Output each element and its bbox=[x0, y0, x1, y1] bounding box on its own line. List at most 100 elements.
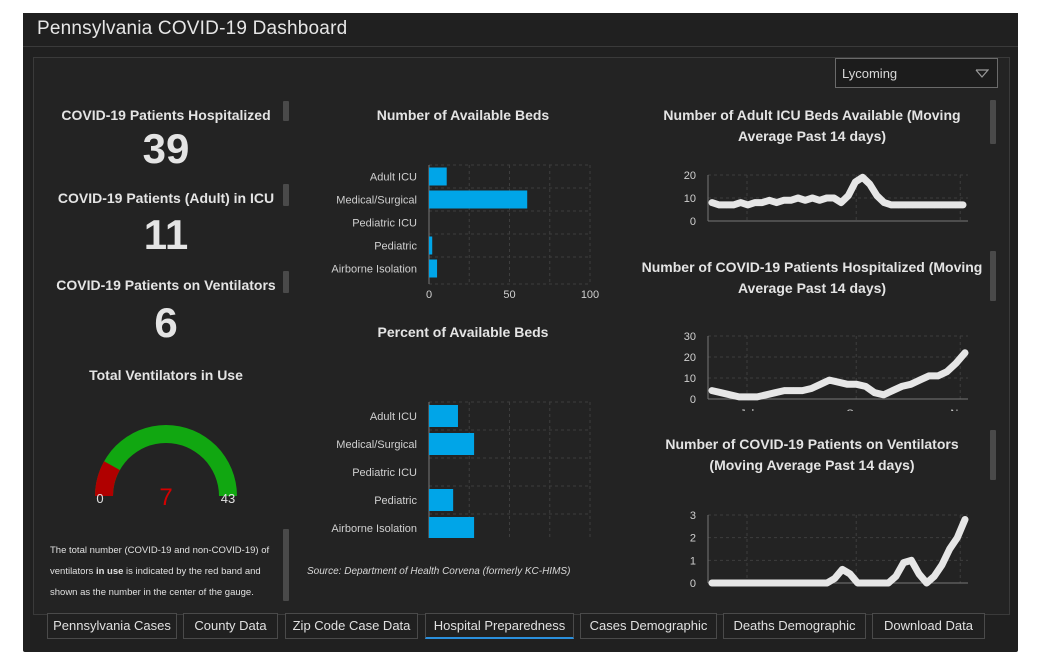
data-point bbox=[830, 194, 838, 202]
stat-ventilators-scrollbar[interactable] bbox=[283, 271, 289, 293]
bar bbox=[429, 489, 454, 511]
bar bbox=[429, 259, 438, 278]
data-point bbox=[800, 579, 808, 587]
tick-label: 0 bbox=[690, 394, 696, 406]
title-bar: Pennsylvania COVID-19 Dashboard bbox=[23, 13, 1018, 47]
data-point bbox=[862, 383, 869, 390]
data-point bbox=[923, 579, 930, 587]
data-point bbox=[916, 201, 924, 209]
tick-label: Sep bbox=[846, 408, 866, 411]
tab-hospital-preparedness[interactable]: Hospital Preparedness bbox=[425, 613, 574, 639]
data-point bbox=[844, 381, 851, 388]
icu-beds-trend-title: Number of Adult ICU Beds Available (Movi… bbox=[663, 107, 961, 144]
data-point bbox=[902, 201, 909, 209]
stat-hospitalized-scrollbar[interactable] bbox=[283, 101, 289, 121]
data-point bbox=[823, 194, 830, 202]
data-point bbox=[744, 201, 752, 209]
data-point bbox=[793, 579, 800, 587]
tab-zip-code-case-data[interactable]: Zip Code Case Data bbox=[285, 613, 418, 639]
data-point bbox=[766, 197, 773, 204]
tick-label: 3 bbox=[690, 510, 696, 522]
data-point bbox=[751, 199, 759, 206]
category-label: Pediatric ICU bbox=[352, 218, 417, 230]
chevron-down-icon bbox=[975, 69, 989, 78]
bar bbox=[429, 517, 475, 538]
bar bbox=[429, 236, 433, 255]
data-point bbox=[909, 201, 916, 209]
data-point bbox=[952, 360, 960, 367]
dashboard-window: Pennsylvania COVID-19 Dashboard Lycoming… bbox=[23, 13, 1018, 652]
data-point bbox=[731, 579, 739, 587]
ventilator-gauge: 0 43 7 bbox=[95, 425, 237, 508]
tick-label: Nov bbox=[950, 230, 970, 231]
category-label: Adult ICU bbox=[370, 411, 417, 423]
data-point bbox=[808, 579, 815, 587]
tick-label: 100 bbox=[581, 289, 599, 298]
tab-county-data[interactable]: County Data bbox=[183, 613, 278, 639]
data-source: Source: Department of Health Corvena (fo… bbox=[307, 566, 571, 577]
data-point bbox=[770, 579, 777, 587]
category-label: Airborne Isolation bbox=[331, 264, 417, 276]
data-point bbox=[931, 201, 938, 209]
data-point bbox=[724, 579, 731, 587]
category-label: Medical/Surgical bbox=[336, 439, 417, 451]
tick-label: 10 bbox=[684, 373, 696, 385]
data-point bbox=[952, 201, 960, 209]
available-beds-chart: Adult ICU Medical/Surgical Pediatric ICU Pe… bbox=[331, 164, 599, 298]
data-point bbox=[873, 192, 881, 199]
tick-label: 20 bbox=[684, 170, 696, 182]
tab-pennsylvania-cases[interactable]: Pennsylvania Cases bbox=[47, 613, 177, 639]
tick-label: 0 bbox=[690, 578, 696, 590]
data-point bbox=[839, 566, 846, 573]
data-point bbox=[959, 201, 967, 209]
stat-icu-scrollbar[interactable] bbox=[283, 184, 289, 206]
data-point bbox=[787, 197, 795, 204]
data-point bbox=[925, 372, 933, 380]
data-point bbox=[739, 579, 746, 587]
category-label: Adult ICU bbox=[370, 172, 417, 184]
data-point bbox=[945, 201, 952, 209]
bar bbox=[429, 405, 458, 427]
data-point bbox=[790, 387, 797, 394]
bar bbox=[429, 167, 447, 186]
series-line bbox=[708, 173, 967, 209]
hospitalized-trend-chart: 0 10 20 30 Jul Sep Nov bbox=[684, 331, 971, 411]
tab-deaths-demographic[interactable]: Deaths Demographic bbox=[723, 613, 866, 639]
data-point bbox=[773, 199, 780, 206]
data-point bbox=[826, 376, 833, 384]
data-point bbox=[785, 579, 792, 587]
data-point bbox=[866, 181, 873, 188]
hospitalized-trend-scrollbar[interactable] bbox=[990, 251, 996, 301]
data-point bbox=[895, 201, 902, 209]
data-point bbox=[961, 516, 969, 523]
data-point bbox=[954, 534, 961, 541]
data-point bbox=[852, 178, 859, 186]
data-point bbox=[726, 391, 734, 398]
data-point bbox=[908, 557, 915, 564]
data-point bbox=[916, 376, 924, 384]
data-point bbox=[708, 579, 716, 587]
note-text-2: is indicated by the red band and shown a… bbox=[50, 566, 261, 598]
tick-label: 30 bbox=[684, 331, 696, 343]
icu-trend-scrollbar[interactable] bbox=[990, 100, 996, 144]
data-point bbox=[823, 579, 831, 587]
stat-icu-value: 11 bbox=[143, 211, 189, 258]
data-point bbox=[723, 201, 730, 209]
data-point bbox=[938, 201, 945, 209]
note-scrollbar[interactable] bbox=[283, 529, 289, 601]
gauge-available-band bbox=[95, 425, 237, 496]
gauge-title: Total Ventilators in Use bbox=[89, 367, 243, 383]
tick-label: 50 bbox=[503, 289, 515, 298]
stat-icu-label: COVID-19 Patients (Adult) in ICU bbox=[57, 190, 275, 206]
county-select[interactable]: Lycoming bbox=[835, 58, 998, 88]
data-point bbox=[781, 387, 788, 394]
data-point bbox=[871, 389, 878, 396]
tab-cases-demographic[interactable]: Cases Demographic bbox=[580, 613, 717, 639]
tab-download-data[interactable]: Download Data bbox=[872, 613, 985, 639]
gauge-in-use-band bbox=[95, 461, 120, 496]
data-point bbox=[780, 197, 787, 204]
ventilators-trend-scrollbar[interactable] bbox=[990, 430, 996, 480]
category-label: Airborne Isolation bbox=[331, 523, 417, 535]
stat-hospitalized-label: COVID-19 Patients Hospitalized bbox=[61, 107, 271, 123]
stat-ventilators-label: COVID-19 Patients on Ventilators bbox=[56, 277, 276, 293]
